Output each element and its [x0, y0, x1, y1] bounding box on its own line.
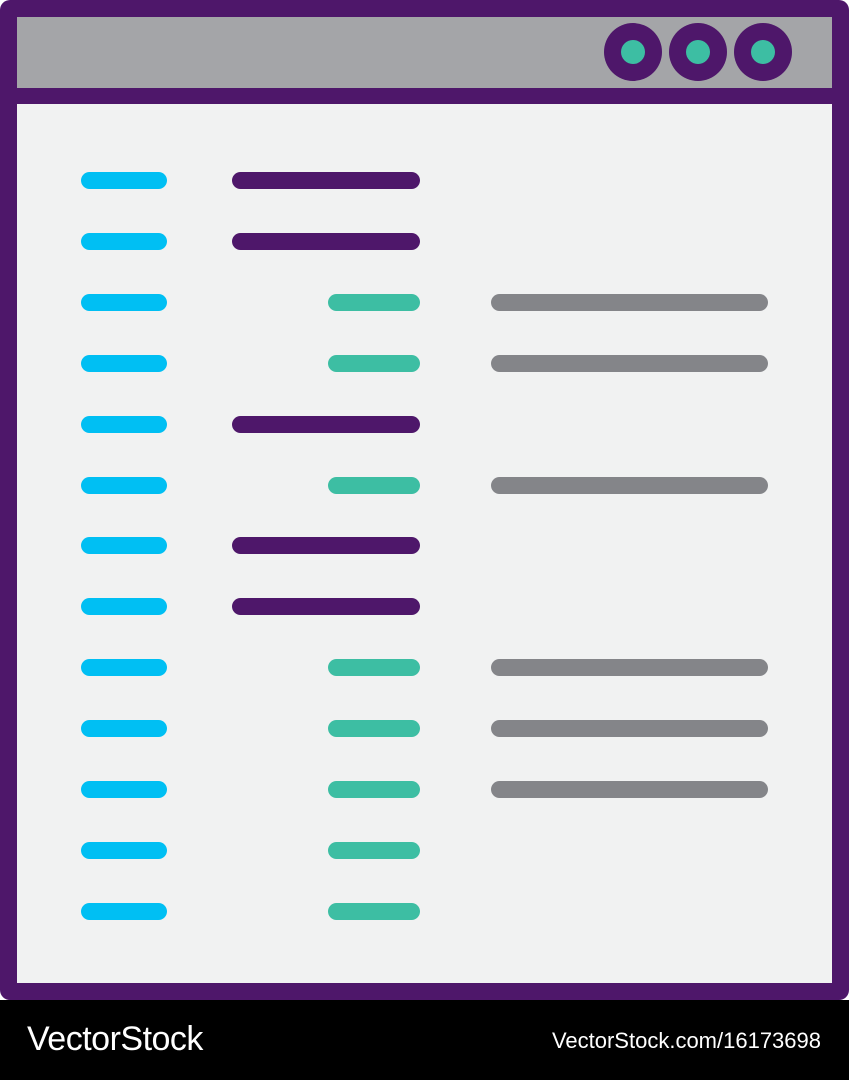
value-code-bar	[491, 720, 768, 738]
window-button-3[interactable]	[734, 23, 792, 81]
line-number-bar	[81, 537, 167, 555]
indented-code-bar	[328, 293, 420, 311]
indented-code-bar	[328, 476, 420, 494]
line-number-bar	[81, 415, 167, 433]
indented-code-bar	[328, 354, 420, 372]
value-code-bar	[491, 659, 768, 677]
indented-code-bar	[328, 659, 420, 677]
window-button-2[interactable]	[669, 23, 727, 81]
circle-icon	[751, 40, 775, 64]
line-number-bar	[81, 781, 167, 798]
line-number-bar	[81, 354, 167, 372]
circle-icon	[621, 40, 645, 64]
keyword-code-bar	[232, 232, 420, 250]
line-number-bar	[81, 598, 167, 616]
line-number-bar	[81, 841, 167, 859]
value-code-bar	[491, 354, 768, 372]
keyword-code-bar	[232, 415, 420, 433]
line-number-bar	[81, 172, 167, 189]
value-code-bar	[491, 476, 768, 494]
line-number-bar	[81, 902, 167, 920]
line-number-bar	[81, 293, 167, 311]
watermark-credit: VectorStock.com/16173698	[551, 1028, 821, 1053]
line-number-bar	[81, 476, 167, 494]
indented-code-bar	[328, 841, 420, 859]
line-number-bar	[81, 659, 167, 677]
indented-code-bar	[328, 720, 420, 738]
window-button-1[interactable]	[604, 23, 662, 81]
watermark-brand: VectorStock	[27, 1020, 203, 1058]
value-code-bar	[491, 293, 768, 311]
keyword-code-bar	[232, 537, 420, 555]
line-number-bar	[81, 720, 167, 738]
value-code-bar	[491, 781, 768, 798]
circle-icon	[686, 40, 710, 64]
keyword-code-bar	[232, 598, 420, 616]
keyword-code-bar	[232, 172, 420, 189]
indented-code-bar	[328, 902, 420, 920]
watermark-footer: VectorStock VectorStock.com/16173698	[0, 1000, 849, 1080]
indented-code-bar	[328, 781, 420, 798]
line-number-bar	[81, 232, 167, 250]
